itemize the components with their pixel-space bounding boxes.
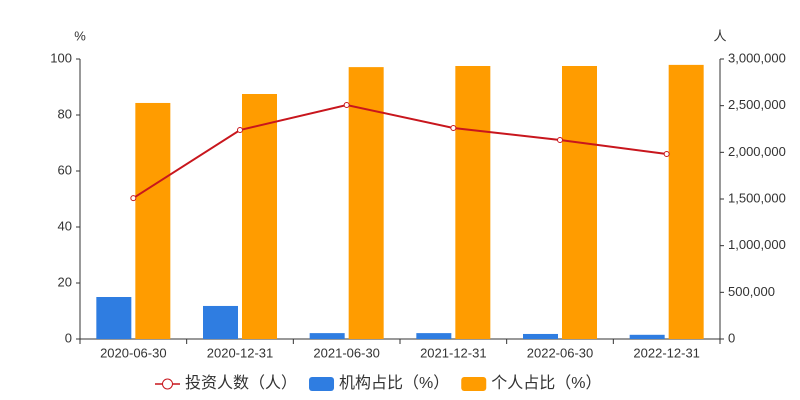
- bar: [242, 94, 277, 339]
- legend-swatch: [162, 378, 173, 390]
- bar: [348, 67, 384, 340]
- y-unit: %: [74, 28, 86, 43]
- x-tick-label: 2021-06-30: [313, 345, 380, 360]
- y2-tick-label: 2,000,000: [728, 144, 786, 159]
- y2-tick-label: 500,000: [728, 284, 775, 299]
- y2-tick-label: 0: [728, 330, 735, 345]
- point: [343, 102, 350, 109]
- legend-label: 个人占比（%）: [491, 374, 601, 392]
- point: [663, 151, 670, 158]
- x-tick-label: 2022-06-30: [527, 345, 594, 360]
- y-tick-label: 80: [58, 106, 72, 121]
- point: [130, 195, 137, 202]
- line: [132, 103, 667, 199]
- y-tick-label: 40: [58, 218, 72, 233]
- y-tick-label: 0: [65, 330, 72, 345]
- bar: [416, 333, 452, 339]
- legend-label: 投资人数（人）: [185, 374, 297, 392]
- x-tick-label: 2020-12-31: [207, 345, 274, 360]
- y-tick-label: 60: [58, 162, 72, 177]
- x-tick-label: 2021-12-31: [420, 345, 487, 360]
- legend-swatch: [309, 377, 335, 391]
- point: [237, 127, 243, 134]
- x-tick-label: 2020-06-30: [100, 345, 167, 360]
- point: [557, 137, 563, 144]
- point: [450, 124, 457, 131]
- legend-label: 机构占比（%）: [339, 374, 449, 392]
- x-tick-label: 2022-12-31: [633, 345, 700, 360]
- bar: [309, 333, 345, 339]
- bar: [135, 102, 171, 340]
- y-tick-label: 100: [50, 50, 72, 65]
- y2-unit: 人: [713, 28, 726, 43]
- y2-tick-label: 1,000,000: [728, 237, 786, 252]
- legend-swatch: [461, 377, 487, 391]
- y2-tick-label: 1,500,000: [728, 190, 786, 205]
- bar: [629, 334, 665, 339]
- bar: [203, 305, 238, 339]
- y2-tick-label: 3,000,000: [728, 50, 786, 65]
- bar: [562, 66, 597, 339]
- bar: [455, 66, 491, 339]
- bar: [96, 297, 132, 339]
- y2-tick-label: 2,500,000: [728, 97, 786, 112]
- bar: [668, 64, 704, 339]
- bar: [523, 333, 558, 339]
- y-tick-label: 20: [58, 274, 72, 289]
